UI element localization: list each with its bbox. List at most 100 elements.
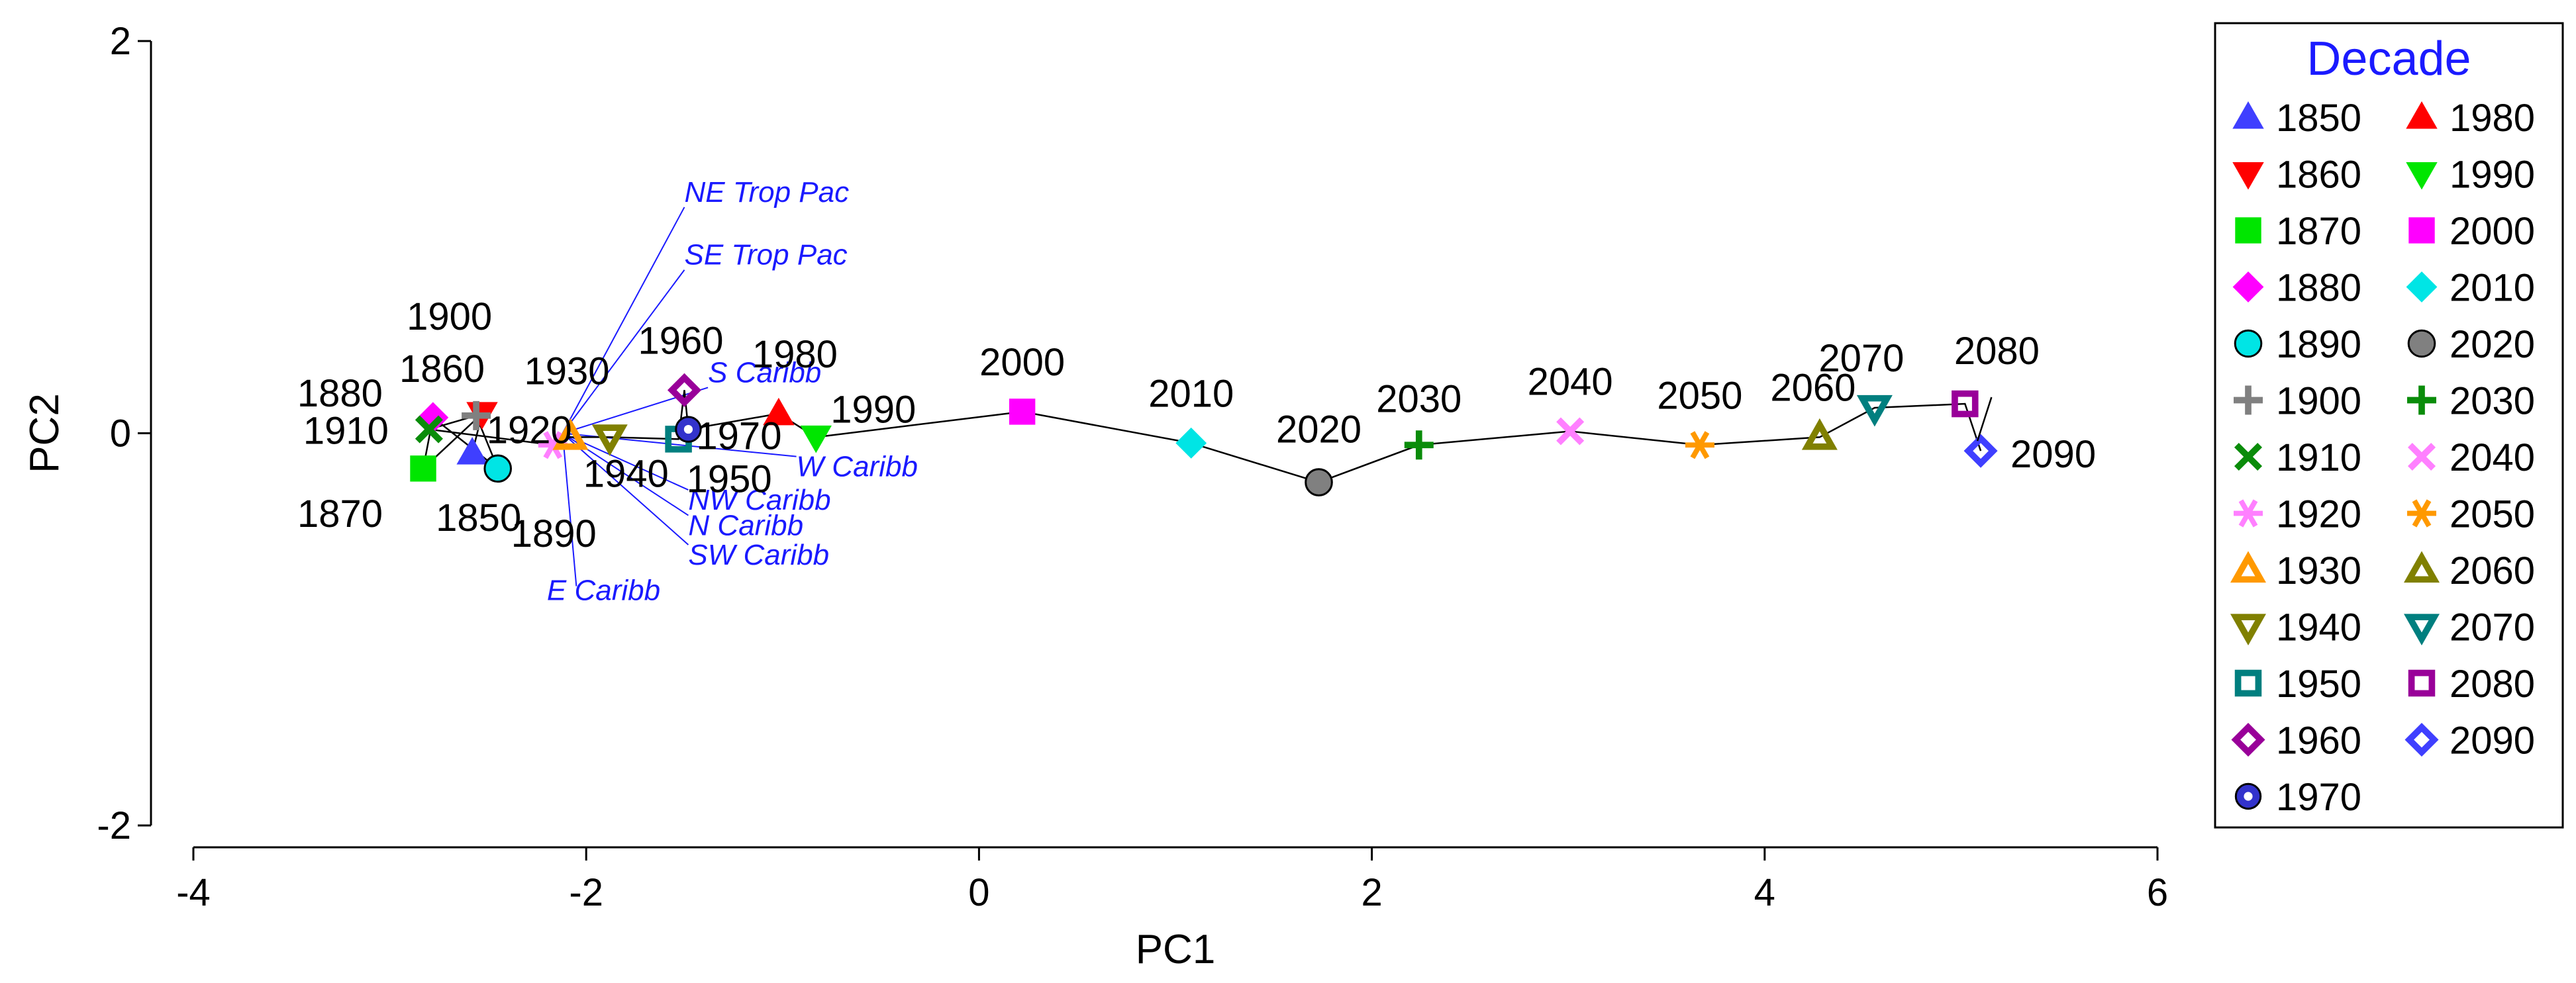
vector-label: N Caribb bbox=[688, 510, 803, 542]
legend-marker-1940 bbox=[2230, 614, 2267, 646]
legend-label-2040: 2040 bbox=[2450, 436, 2535, 479]
legend-label-1900: 1900 bbox=[2276, 380, 2361, 423]
vector-line bbox=[562, 207, 685, 434]
legend-label-1940: 1940 bbox=[2276, 606, 2361, 649]
vector-label: NE Trop Pac bbox=[685, 176, 850, 209]
vector-label: SE Trop Pac bbox=[685, 239, 848, 271]
x-tick-label: 2 bbox=[1361, 871, 1382, 914]
x-tick-label: -4 bbox=[176, 871, 211, 914]
legend-marker-1950 bbox=[2234, 669, 2262, 697]
legend-label-2010: 2010 bbox=[2450, 267, 2535, 310]
legend-marker-1850 bbox=[2232, 101, 2264, 129]
legend-marker-1870 bbox=[2235, 217, 2261, 244]
point-2090 bbox=[1963, 434, 1998, 468]
vector-label: W Caribb bbox=[797, 451, 918, 483]
legend-marker-2050 bbox=[2407, 499, 2436, 528]
point-1940 bbox=[591, 424, 628, 456]
point-2080 bbox=[1952, 390, 1979, 418]
point-labels: 1850 1860 1870 1880 1890 1900 1910 1920 1930 1940… bbox=[297, 295, 2096, 555]
point-1990 bbox=[800, 425, 832, 453]
vector-label: S Caribb bbox=[708, 356, 821, 389]
point-2010 bbox=[1175, 427, 1207, 459]
point-label-2080: 2080 bbox=[1954, 330, 2040, 373]
legend-marker-1900 bbox=[2234, 385, 2263, 415]
legend-marker-2090 bbox=[2404, 722, 2439, 757]
legend-marker-2000 bbox=[2408, 217, 2435, 244]
leader-line bbox=[1976, 397, 1993, 442]
point-label-1860: 1860 bbox=[399, 348, 485, 391]
legend-marker-1880 bbox=[2232, 271, 2264, 303]
point-label-1850: 1850 bbox=[436, 496, 521, 539]
point-label-2060: 2060 bbox=[1770, 366, 1856, 409]
legend-label-2000: 2000 bbox=[2450, 210, 2535, 253]
legend-marker-2080 bbox=[2408, 669, 2436, 697]
legend-label-1850: 1850 bbox=[2276, 97, 2361, 140]
point-2070 bbox=[1856, 395, 1893, 427]
legend-title: Decade bbox=[2306, 32, 2471, 85]
y-axis-title: PC2 bbox=[22, 393, 68, 473]
point-1890 bbox=[483, 454, 513, 483]
legend-marker-1990 bbox=[2406, 162, 2438, 190]
legend-label-1860: 1860 bbox=[2276, 154, 2361, 197]
legend-label-2080: 2080 bbox=[2450, 663, 2535, 706]
point-1980 bbox=[763, 397, 795, 426]
legend-label-2090: 2090 bbox=[2450, 720, 2535, 763]
legend-label-1930: 1930 bbox=[2276, 549, 2361, 592]
legend-marker-2010 bbox=[2406, 271, 2438, 303]
x-axis-title: PC1 bbox=[1136, 927, 1216, 972]
legend-label-1970: 1970 bbox=[2276, 776, 2361, 819]
legend-marker-2070 bbox=[2403, 614, 2440, 646]
legend-marker-1860 bbox=[2232, 162, 2264, 190]
point-label-1960: 1960 bbox=[638, 319, 724, 362]
point-label-1910: 1910 bbox=[303, 410, 389, 453]
legend-label-2050: 2050 bbox=[2450, 493, 2535, 536]
x-tick-label: 6 bbox=[2147, 871, 2168, 914]
vector-line bbox=[562, 269, 685, 434]
x-tick-label: -2 bbox=[569, 871, 603, 914]
y-tick-label: 2 bbox=[110, 20, 131, 63]
point-label-1950: 1950 bbox=[687, 457, 772, 500]
legend-label-1990: 1990 bbox=[2450, 154, 2535, 197]
point-1850 bbox=[456, 437, 488, 465]
point-label-2020: 2020 bbox=[1276, 408, 1362, 451]
vector-label: NW Caribb bbox=[688, 484, 830, 516]
legend-label-1910: 1910 bbox=[2276, 436, 2361, 479]
legend-label-1960: 1960 bbox=[2276, 720, 2361, 763]
y-tick-label: -2 bbox=[97, 804, 131, 847]
point-1930 bbox=[552, 418, 589, 450]
legend-marker-1980 bbox=[2406, 101, 2438, 129]
legend-box bbox=[2214, 22, 2564, 829]
legend-marker-1920 bbox=[2234, 499, 2263, 528]
point-1910 bbox=[415, 415, 443, 444]
vector-label: E Caribb bbox=[547, 574, 660, 606]
point-2040 bbox=[1556, 417, 1585, 445]
point-label-1930: 1930 bbox=[524, 350, 609, 393]
point-2060 bbox=[1801, 418, 1838, 450]
point-label-2070: 2070 bbox=[1818, 337, 1904, 380]
x-tick-label: 0 bbox=[968, 871, 989, 914]
vector-line bbox=[562, 433, 577, 586]
legend-marker-1890 bbox=[2234, 329, 2263, 358]
legend-marker-1910 bbox=[2234, 442, 2263, 471]
point-2030 bbox=[1404, 430, 1434, 460]
legend-marker-2060 bbox=[2403, 551, 2440, 583]
legend-marker-2020 bbox=[2407, 329, 2436, 358]
legend-marker-2030 bbox=[2407, 385, 2436, 415]
legend-label-2030: 2030 bbox=[2450, 380, 2535, 423]
point-label-1890: 1890 bbox=[511, 512, 597, 555]
legend-label-1950: 1950 bbox=[2276, 663, 2361, 706]
vector-line bbox=[562, 432, 689, 545]
point-label-1900: 1900 bbox=[407, 295, 492, 338]
y-tick-label: 0 bbox=[110, 412, 131, 455]
x-tick-label: 4 bbox=[1754, 871, 1775, 914]
legend-label-1980: 1980 bbox=[2450, 97, 2535, 140]
legend-marker-1930 bbox=[2230, 551, 2267, 583]
point-label-2010: 2010 bbox=[1148, 372, 1234, 415]
point-label-1870: 1870 bbox=[297, 492, 383, 536]
point-label-2000: 2000 bbox=[979, 341, 1065, 384]
axes: -4 -2 0 2 4 6 -2 0 2 PC1 PC2 bbox=[22, 20, 2168, 972]
point-label-2030: 2030 bbox=[1376, 377, 1461, 420]
point-1900 bbox=[462, 400, 491, 430]
legend-label-2060: 2060 bbox=[2450, 549, 2535, 592]
